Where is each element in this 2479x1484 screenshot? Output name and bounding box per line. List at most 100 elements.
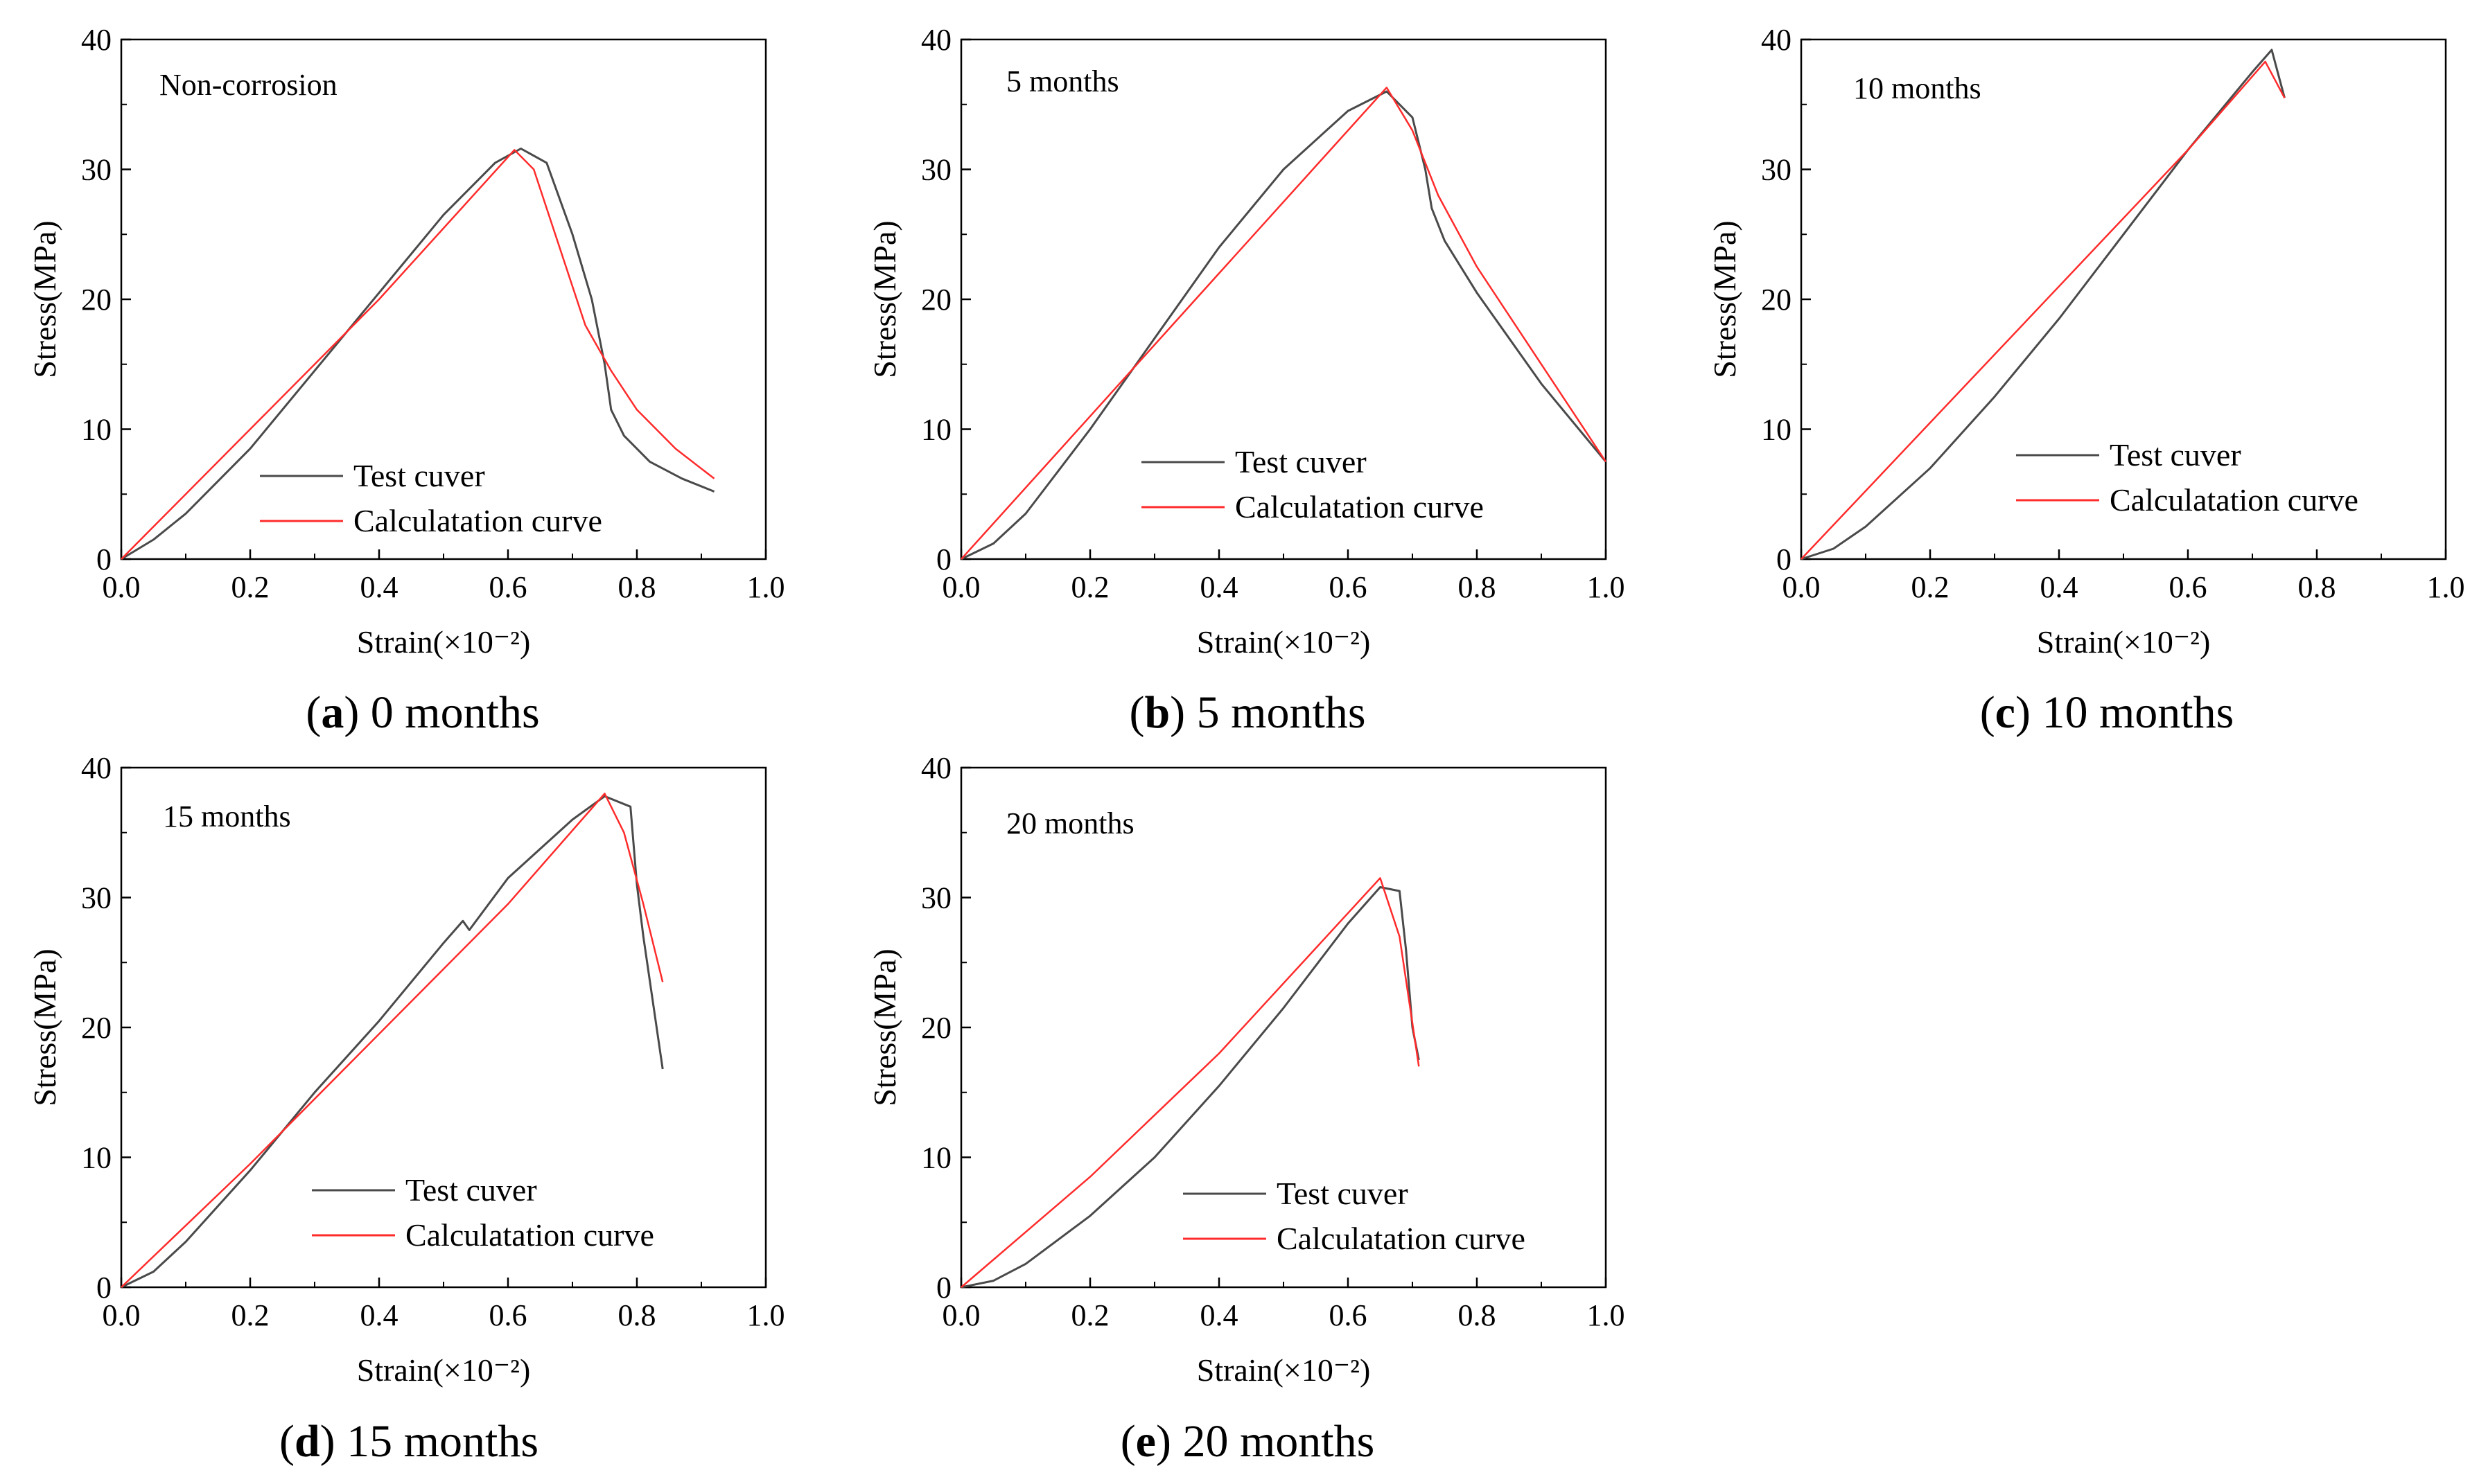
- legend: Test cuver Calculatation curve: [1141, 444, 1484, 524]
- legend: Test cuver Calculatation curve: [1183, 1176, 1525, 1256]
- x-tick-label: 0.8: [618, 1298, 656, 1332]
- y-tick-label: 20: [81, 283, 112, 317]
- x-axis-label: Strain(×10⁻²): [1197, 1352, 1371, 1388]
- legend-label-test: Test cuver: [1235, 444, 1367, 479]
- x-tick-label: 0.0: [1782, 570, 1821, 604]
- x-tick-label: 0.8: [2298, 570, 2336, 604]
- x-tick-label: 0.6: [489, 1298, 527, 1332]
- x-tick-label: 0.2: [1071, 570, 1110, 604]
- plot-frame: [120, 766, 767, 1289]
- y-tick-label: 20: [1761, 283, 1792, 317]
- y-tick-label: 10: [921, 1141, 952, 1175]
- panel-annotation: 20 months: [1006, 806, 1135, 840]
- y-axis-label: Stress(MPa): [1707, 220, 1742, 378]
- x-tick-label: 1.0: [1587, 1298, 1625, 1332]
- panel-caption: (d) 15 months: [279, 1416, 538, 1467]
- y-tick-label: 30: [81, 153, 112, 187]
- y-tick-label: 40: [81, 751, 112, 785]
- y-tick-label: 0: [936, 542, 952, 576]
- legend: Test cuver Calculatation curve: [260, 458, 602, 538]
- caption-text: 5 months: [1185, 687, 1365, 738]
- y-tick-label: 30: [921, 153, 952, 187]
- plot-frame: [960, 38, 1607, 560]
- chart-panel-a: 0.0 0.2 0.4 0.6 0.8 1.0 0 10 20 30 40 Strain(×10⁻²)…: [27, 23, 785, 738]
- y-tick-label: 0: [96, 1271, 112, 1305]
- y-tick-label: 30: [1761, 153, 1792, 187]
- x-tick-label: 0.8: [1458, 1298, 1496, 1332]
- x-tick-label: 0.0: [103, 570, 141, 604]
- series-calculation-curve: [121, 793, 664, 1288]
- chart-panel-d: 0.0 0.2 0.4 0.6 0.8 1.0 0 10 20 30 40 Strain(×10⁻²)…: [27, 751, 785, 1467]
- x-tick-label: 0.0: [103, 1298, 141, 1332]
- legend-label-test: Test cuver: [1277, 1176, 1408, 1211]
- y-tick-label: 20: [81, 1011, 112, 1045]
- panel-caption: (a) 0 months: [306, 687, 539, 738]
- x-tick-label: 0.4: [1200, 570, 1238, 604]
- panels-group: 0.0 0.2 0.4 0.6 0.8 1.0 0 10 20 30 40 Strain(×10⁻²)…: [27, 23, 2465, 1467]
- x-tick-label: 0.6: [1329, 1298, 1367, 1332]
- caption-text: 20 months: [1171, 1416, 1374, 1467]
- x-tick-label: 0.6: [489, 570, 527, 604]
- panel-annotation: 5 months: [1006, 64, 1119, 98]
- legend-label-test: Test cuver: [405, 1172, 537, 1208]
- x-axis-label: Strain(×10⁻²): [2037, 624, 2211, 660]
- y-tick-label: 20: [921, 283, 952, 317]
- series-test-curve: [121, 148, 715, 560]
- panel-caption: (c) 10 months: [1980, 687, 2234, 738]
- panel-annotation: Non-corrosion: [159, 68, 338, 102]
- x-tick-label: 0.8: [618, 570, 656, 604]
- x-tick-label: 0.4: [1200, 1298, 1238, 1332]
- x-tick-label: 0.2: [1071, 1298, 1110, 1332]
- caption-text: 0 months: [359, 687, 539, 738]
- x-tick-label: 0.2: [231, 1298, 270, 1332]
- x-tick-label: 0.4: [360, 1298, 398, 1332]
- y-tick-label: 20: [921, 1011, 952, 1045]
- y-tick-label: 40: [81, 23, 112, 57]
- series-test-curve: [961, 886, 1420, 1289]
- caption-letter: a: [321, 687, 344, 738]
- x-axis-label: Strain(×10⁻²): [1197, 624, 1371, 660]
- y-tick-label: 10: [81, 413, 112, 447]
- legend: Test cuver Calculatation curve: [2016, 437, 2358, 518]
- series-test-curve: [961, 90, 1607, 560]
- x-tick-label: 0.0: [943, 1298, 981, 1332]
- plot-frame: [1800, 38, 2447, 560]
- y-tick-label: 40: [921, 23, 952, 57]
- y-tick-label: 40: [921, 751, 952, 785]
- legend-label-calculation: Calculatation curve: [405, 1217, 654, 1253]
- x-tick-label: 0.2: [1911, 570, 1950, 604]
- y-axis-label: Stress(MPa): [27, 220, 62, 378]
- y-axis-label: Stress(MPa): [867, 948, 902, 1106]
- legend-label-calculation: Calculatation curve: [1277, 1221, 1525, 1256]
- chart-panel-c: 0.0 0.2 0.4 0.6 0.8 1.0 0 10 20 30 40 Strain(×10⁻²)…: [1707, 23, 2465, 738]
- y-tick-label: 0: [936, 1271, 952, 1305]
- y-tick-label: 40: [1761, 23, 1792, 57]
- legend-label-calculation: Calculatation curve: [353, 503, 602, 538]
- legend-label-test: Test cuver: [353, 458, 485, 493]
- x-axis-label: Strain(×10⁻²): [357, 1352, 531, 1388]
- y-axis-label: Stress(MPa): [27, 948, 62, 1106]
- caption-letter: e: [1136, 1416, 1156, 1467]
- x-tick-label: 0.4: [360, 570, 398, 604]
- x-axis-label: Strain(×10⁻²): [357, 624, 531, 660]
- caption-text: 10 months: [2031, 687, 2234, 738]
- series-test-curve: [1801, 48, 2286, 560]
- legend: Test cuver Calculatation curve: [312, 1172, 654, 1253]
- series-calculation-curve: [1801, 60, 2286, 560]
- x-tick-label: 1.0: [1587, 570, 1625, 604]
- x-tick-label: 0.4: [2040, 570, 2078, 604]
- series-test-curve: [121, 795, 664, 1289]
- caption-text: 15 months: [335, 1416, 538, 1467]
- series-calculation-curve: [961, 877, 1420, 1288]
- legend-label-test: Test cuver: [2110, 437, 2241, 472]
- y-tick-label: 30: [81, 881, 112, 915]
- x-tick-label: 0.2: [231, 570, 270, 604]
- x-tick-label: 1.0: [747, 1298, 785, 1332]
- panel-caption: (e) 20 months: [1121, 1416, 1375, 1467]
- series-calculation-curve: [121, 149, 715, 560]
- x-tick-label: 0.0: [943, 570, 981, 604]
- y-tick-label: 30: [921, 881, 952, 915]
- x-tick-label: 0.6: [2169, 570, 2207, 604]
- legend-label-calculation: Calculatation curve: [1235, 489, 1484, 524]
